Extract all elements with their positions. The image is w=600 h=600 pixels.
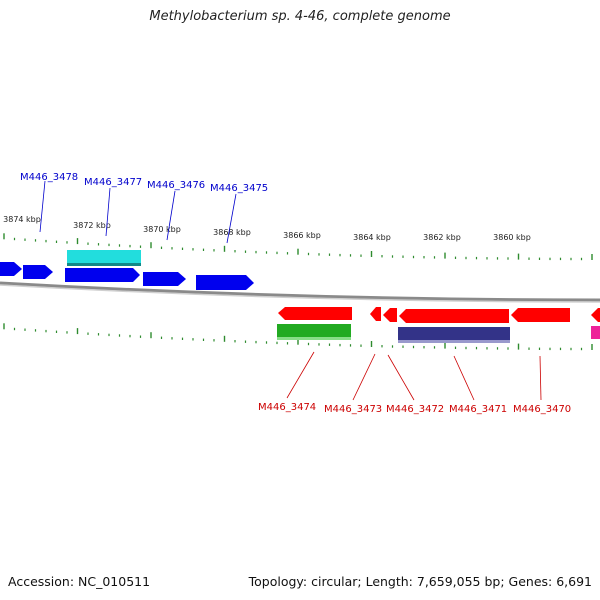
label-leader-line [105, 187, 111, 237]
kbp-label: 3870 kbp [143, 225, 181, 234]
gene-arrow-forward[interactable] [23, 265, 53, 279]
outer-tick-track [3, 233, 593, 261]
gene-bar-navy[interactable] [398, 327, 510, 340]
kbp-label: 3860 kbp [493, 233, 531, 242]
label-leader-line [226, 193, 237, 244]
gene-label-forward[interactable]: M446_3475 [210, 183, 268, 194]
reverse-gene-track [277, 307, 600, 343]
genome-summary-text: Topology: circular; Length: 7,659,055 bp… [248, 574, 592, 589]
gene-label-forward[interactable]: M446_3476 [147, 180, 205, 191]
gene-bar-green[interactable] [277, 324, 351, 337]
gene-label-reverse[interactable]: M446_3473 [324, 404, 382, 415]
inner-tick-track [3, 323, 593, 351]
label-leader-line [387, 354, 415, 401]
kbp-label: 3874 kbp [3, 215, 41, 224]
accession-text: Accession: NC_010511 [8, 574, 151, 589]
label-leader-line [453, 355, 475, 401]
label-leader-line [39, 180, 46, 233]
kbp-label: 3866 kbp [283, 231, 321, 240]
gene-arrow-reverse[interactable] [370, 307, 381, 321]
gene-arrow-forward[interactable] [0, 262, 22, 276]
gene-arrow-reverse[interactable] [383, 308, 397, 322]
map-title: Methylobacterium sp. 4-46, complete geno… [149, 9, 451, 24]
gene-bar-cyan[interactable] [67, 250, 141, 263]
gene-bar-magenta[interactable] [591, 326, 600, 339]
gene-arrow-forward[interactable] [196, 275, 254, 290]
genome-backbone-shadow [0, 284, 600, 303]
kbp-label: 3868 kbp [213, 228, 251, 237]
gene-label-forward[interactable]: M446_3477 [84, 177, 142, 188]
gene-arrow-forward[interactable] [65, 268, 140, 282]
kbp-label: 3872 kbp [73, 221, 111, 230]
gene-arrow-reverse[interactable] [511, 308, 570, 322]
label-leader-line [166, 190, 176, 241]
gene-label-forward[interactable]: M446_3478 [20, 172, 78, 183]
label-leader-line [539, 355, 542, 401]
forward-gene-track [0, 250, 254, 290]
gene-bar-cyan-shadow [67, 263, 141, 266]
genome-backbone [0, 281, 600, 302]
kbp-label: 3862 kbp [423, 233, 461, 242]
gene-label-reverse[interactable]: M446_3471 [449, 404, 507, 415]
gene-arrow-forward[interactable] [143, 272, 186, 286]
gene-arrow-reverse[interactable] [278, 307, 352, 320]
gene-bar-green-shadow [277, 337, 351, 340]
label-leader-line [286, 351, 315, 399]
gene-arrow-reverse[interactable] [591, 308, 600, 322]
gene-arrow-reverse[interactable] [399, 309, 509, 323]
kbp-label: 3864 kbp [353, 233, 391, 242]
gene-label-reverse[interactable]: M446_3470 [513, 404, 571, 415]
gene-bar-navy-shadow [398, 340, 510, 343]
gene-label-reverse[interactable]: M446_3472 [386, 404, 444, 415]
label-leader-line [352, 353, 376, 401]
gene-label-reverse[interactable]: M446_3474 [258, 402, 316, 413]
